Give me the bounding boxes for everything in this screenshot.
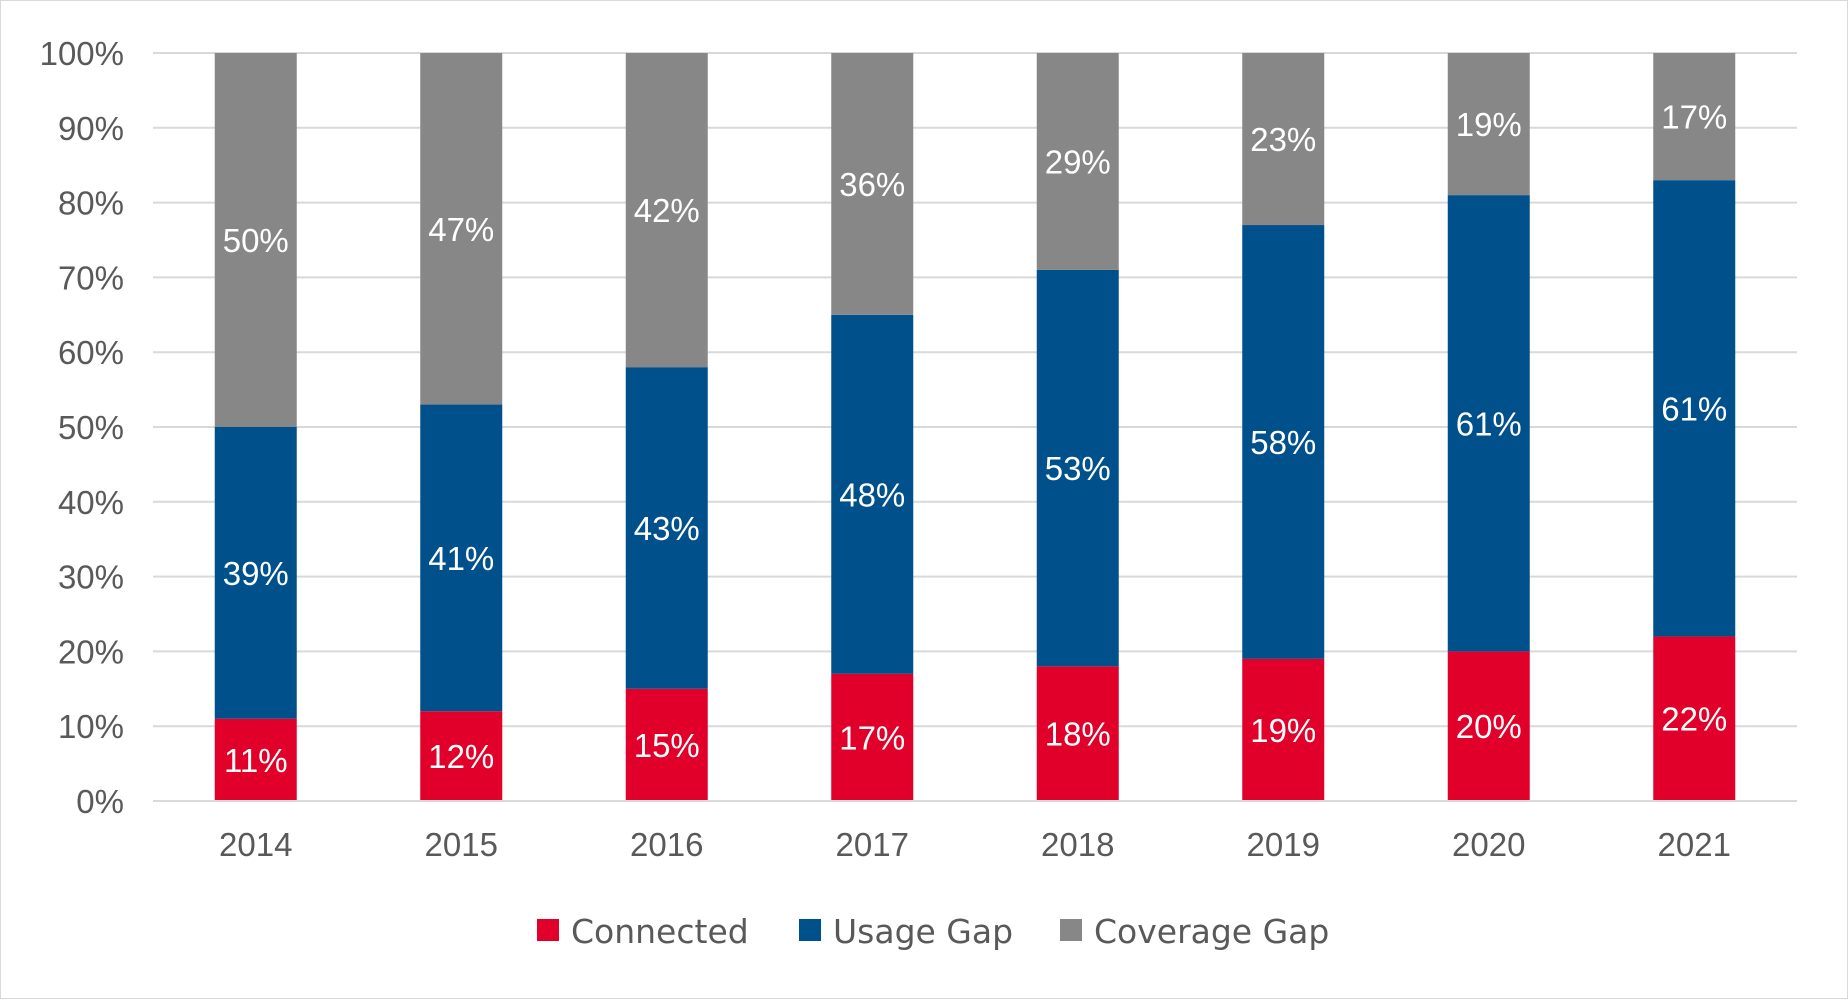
data-label: 47% <box>428 211 494 248</box>
y-tick-label: 90% <box>58 110 124 147</box>
data-label: 43% <box>634 510 700 547</box>
bar-segment <box>1653 53 1736 181</box>
gridlines <box>153 52 1797 728</box>
bar-segment <box>1242 225 1325 659</box>
bar-segment <box>214 53 297 427</box>
y-tick-label: 100% <box>40 35 124 72</box>
data-label: 42% <box>634 192 700 229</box>
y-tick-label: 80% <box>58 185 124 222</box>
x-tick-label: 2014 <box>219 826 292 863</box>
bar-segment <box>1242 658 1325 801</box>
y-tick-label: 50% <box>58 409 124 446</box>
y-tick-label: 10% <box>58 708 124 745</box>
x-tick-label: 2020 <box>1452 826 1525 863</box>
bar-segment <box>420 404 503 712</box>
legend-swatch <box>1060 919 1082 941</box>
bar-segment <box>1653 636 1736 801</box>
data-label: 53% <box>1045 450 1111 487</box>
bar-segment <box>1036 666 1119 801</box>
y-tick-label: 20% <box>58 633 124 670</box>
data-label: 50% <box>223 222 289 259</box>
bar-segment <box>625 367 708 689</box>
bar-segment <box>625 53 708 368</box>
data-label: 58% <box>1250 424 1316 461</box>
x-tick-label: 2017 <box>836 826 909 863</box>
bar-segment <box>420 711 503 801</box>
bar-segment <box>214 427 297 719</box>
legend-label: Usage Gap <box>833 912 1013 951</box>
data-label: 12% <box>428 738 494 775</box>
data-label: 17% <box>1661 99 1727 136</box>
data-label: 15% <box>634 727 700 764</box>
data-label: 11% <box>224 742 288 779</box>
legend-label: Connected <box>571 912 749 951</box>
bar-segment <box>420 53 503 405</box>
bar-segment <box>625 688 708 801</box>
data-label: 39% <box>223 555 289 592</box>
y-tick-label: 60% <box>58 334 124 371</box>
bar-segment <box>1242 53 1325 226</box>
data-label: 20% <box>1456 708 1522 745</box>
x-tick-label: 2018 <box>1041 826 1114 863</box>
data-label: 19% <box>1456 106 1522 143</box>
y-tick-label: 0% <box>76 783 124 820</box>
data-label: 17% <box>839 719 905 756</box>
axes: 0% 10% 20% 30% 40% 50% 60% 70% 80% 90% 100% 2014 201… <box>40 35 1797 863</box>
x-tick-label: 2021 <box>1658 826 1731 863</box>
legend-swatch <box>799 919 821 941</box>
bar-segment <box>1447 651 1530 801</box>
bar-segment <box>831 53 914 315</box>
bar-segment <box>1447 53 1530 196</box>
x-tick-label: 2015 <box>425 826 498 863</box>
legend-swatch <box>537 919 559 941</box>
x-tick-label: 2019 <box>1247 826 1320 863</box>
legend-label: Coverage Gap <box>1094 912 1329 951</box>
bar-segment <box>1653 180 1736 637</box>
y-tick-label: 40% <box>58 484 124 521</box>
data-label: 18% <box>1045 716 1111 753</box>
bar-segment <box>1036 269 1119 667</box>
data-label: 29% <box>1045 143 1111 180</box>
data-label: 22% <box>1661 701 1727 738</box>
data-label: 48% <box>839 476 905 513</box>
bars: 11% 39% 50% 12% 41% 47% 15% 43% 42% 17% 48% 36% 18% 5… <box>214 53 1736 801</box>
legend: Connected Usage Gap Coverage Gap <box>537 912 1329 951</box>
x-tick-label: 2016 <box>630 826 703 863</box>
data-label: 61% <box>1456 405 1522 442</box>
bar-segment <box>214 718 297 801</box>
bar-segment <box>831 314 914 674</box>
data-label: 23% <box>1250 121 1316 158</box>
data-label: 61% <box>1661 390 1727 427</box>
bar-segment <box>1036 53 1119 270</box>
y-tick-label: 70% <box>58 259 124 296</box>
bar-segment <box>1447 195 1530 652</box>
data-label: 41% <box>428 540 494 577</box>
data-label: 19% <box>1250 712 1316 749</box>
bar-segment <box>831 673 914 801</box>
y-tick-label: 30% <box>58 559 124 596</box>
data-label: 36% <box>839 166 905 203</box>
